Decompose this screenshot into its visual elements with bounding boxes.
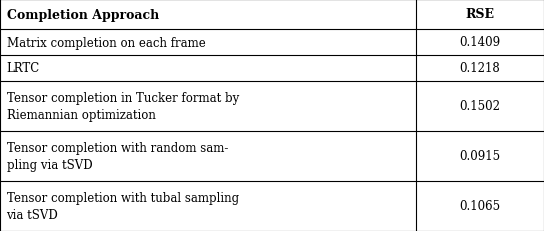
Text: Tensor completion in Tucker format by
Riemannian optimization: Tensor completion in Tucker format by Ri… [7,92,239,121]
Text: 0.1218: 0.1218 [460,62,500,75]
Text: Tensor completion with random sam-
pling via tSVD: Tensor completion with random sam- pling… [7,142,228,171]
Text: Tensor completion with tubal sampling
via tSVD: Tensor completion with tubal sampling vi… [7,191,239,221]
Text: 0.0915: 0.0915 [460,150,500,163]
Text: 0.1065: 0.1065 [460,200,500,213]
Text: RSE: RSE [466,9,494,21]
Text: LRTC: LRTC [7,62,40,75]
Text: Matrix completion on each frame: Matrix completion on each frame [7,36,205,49]
Text: 0.1502: 0.1502 [460,100,500,113]
Text: 0.1409: 0.1409 [460,36,500,49]
Text: Completion Approach: Completion Approach [7,9,159,21]
